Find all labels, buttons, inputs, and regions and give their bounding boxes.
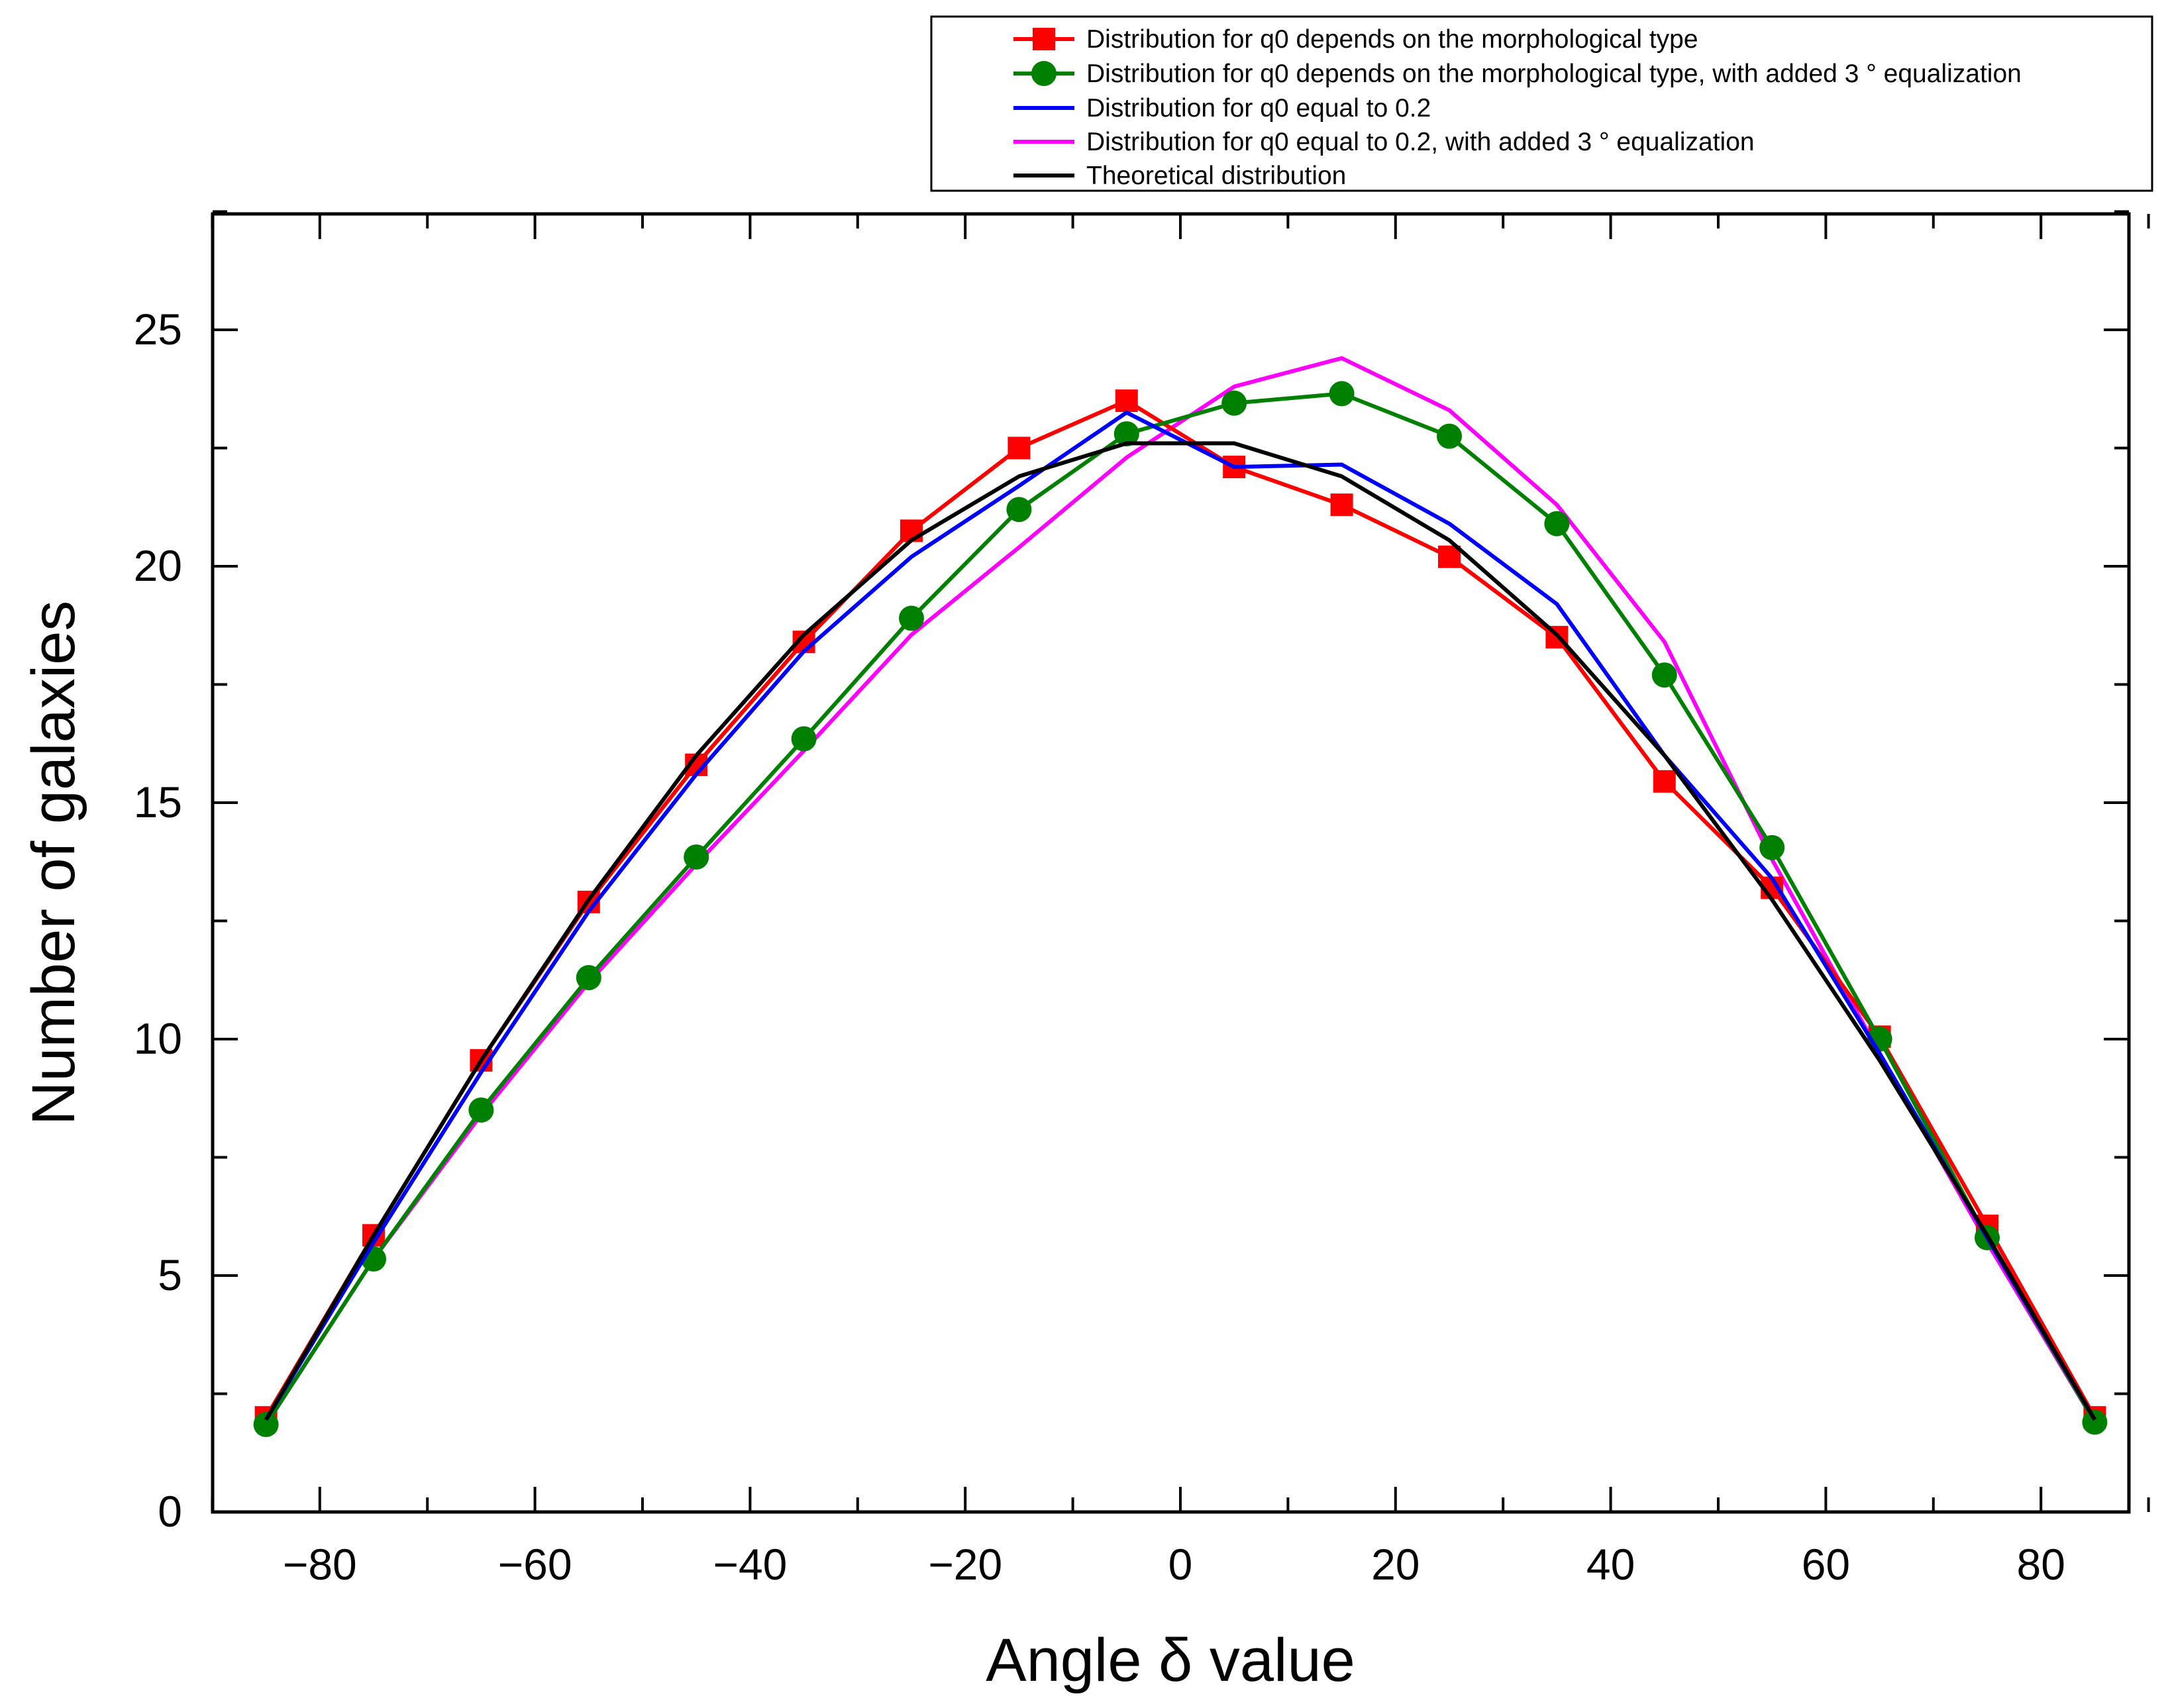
x-tick-label: −20 — [928, 1540, 1002, 1589]
series-2 — [253, 381, 2108, 1437]
series-line — [264, 410, 2096, 1421]
legend-label: Theoretical distribution — [1086, 162, 1346, 190]
x-tick-label: 40 — [1586, 1540, 1635, 1589]
series-line — [264, 441, 2096, 1421]
y-tick-label: 20 — [134, 541, 182, 590]
legend-swatch-circle — [1031, 61, 1057, 86]
data-point-circle — [468, 1097, 494, 1123]
data-point-circle — [1544, 511, 1570, 536]
y-tick-label: 25 — [134, 305, 182, 354]
data-point-circle — [1329, 381, 1355, 407]
data-point-circle — [1113, 421, 1139, 447]
legend-item: Theoretical distribution — [1013, 162, 1346, 190]
data-point-circle — [1759, 834, 1785, 860]
series-line — [264, 356, 2096, 1426]
data-point-circle — [791, 726, 817, 752]
data-point-circle — [1221, 390, 1247, 416]
x-tick-label: −80 — [283, 1540, 357, 1589]
x-tick-label: 0 — [1168, 1540, 1193, 1589]
data-point-circle — [1651, 662, 1677, 688]
x-tick-label: 60 — [1802, 1540, 1850, 1589]
data-point-circle — [899, 605, 924, 631]
y-tick-label: 10 — [134, 1014, 182, 1063]
data-point-circle — [253, 1411, 279, 1437]
legend-label: Distribution for q0 equal to 0.2, with a… — [1086, 128, 1755, 156]
series-layer — [253, 356, 2108, 1437]
data-point-circle — [684, 844, 709, 870]
series-3 — [264, 410, 2096, 1421]
x-tick-label: 80 — [2016, 1540, 2065, 1589]
series-5 — [264, 441, 2096, 1421]
y-axis-ticks: 0 5 10 15 20 25 — [134, 210, 2129, 1536]
data-point-circle — [2082, 1409, 2108, 1435]
series-line — [264, 391, 2096, 1426]
data-point-circle — [1006, 497, 1032, 523]
data-point-square — [1330, 493, 1353, 517]
plot-frame — [211, 212, 2131, 1514]
legend-label: Distribution for q0 depends on the morph… — [1086, 60, 2022, 88]
legend-label: Distribution for q0 depends on the morph… — [1086, 25, 1698, 54]
y-tick-label: 15 — [134, 778, 182, 827]
legend: Distribution for q0 depends on the morph… — [930, 15, 2153, 192]
data-point-square — [1115, 389, 1138, 413]
y-tick-label: 0 — [158, 1487, 182, 1536]
x-axis-ticks: −80 −60 −40 −20 0 20 40 60 80 — [211, 214, 2150, 1589]
legend-item: Distribution for q0 equal to 0.2 — [1013, 94, 1431, 123]
series-4 — [264, 356, 2096, 1426]
legend-swatch-square — [1033, 28, 1055, 50]
x-tick-label: −40 — [713, 1540, 787, 1589]
y-tick-label: 5 — [158, 1250, 182, 1299]
legend-item: Distribution for q0 equal to 0.2, with a… — [1013, 128, 1755, 156]
legend-label: Distribution for q0 equal to 0.2 — [1086, 94, 1431, 123]
x-tick-label: 20 — [1371, 1540, 1420, 1589]
y-axis-label: Number of galaxies — [20, 601, 87, 1126]
data-point-square — [1007, 436, 1031, 460]
data-point-circle — [576, 965, 601, 991]
legend-item: Distribution for q0 depends on the morph… — [1013, 60, 2022, 88]
data-point-circle — [1437, 423, 1462, 449]
legend-item: Distribution for q0 depends on the morph… — [1013, 25, 1698, 54]
data-point-square — [1653, 770, 1676, 793]
legend-box — [930, 15, 2153, 192]
x-tick-label: −60 — [498, 1540, 572, 1589]
x-axis-label: Angle δ value — [986, 1627, 1355, 1694]
